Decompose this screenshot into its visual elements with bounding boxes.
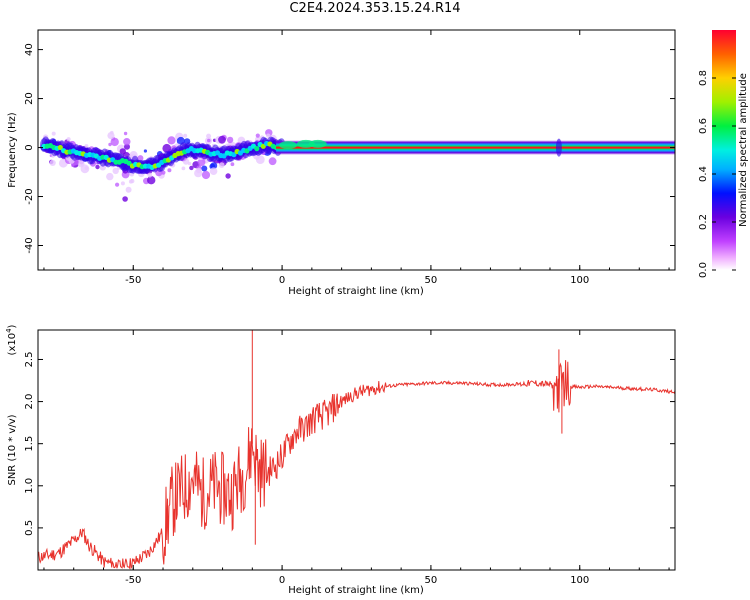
spectrogram-noise-blob: [115, 182, 120, 187]
spectrogram-noise-blob: [49, 159, 56, 166]
colorbar-tick-label: 0.6: [698, 118, 709, 134]
snr-scale-note: (x104): [5, 324, 18, 355]
spectrogram-band-core: [231, 152, 237, 158]
spectrogram-noise-blob: [167, 168, 172, 173]
y-tick-label: -40: [24, 237, 35, 253]
spectrogram-noise-blob: [268, 157, 277, 166]
spectrogram-bump: [308, 139, 327, 148]
y-tick-label: 40: [24, 43, 35, 56]
colorbar-label: Normalized spectral amplitude: [738, 73, 749, 227]
spectrogram-noise-blob: [95, 164, 100, 170]
spectrogram-noise-blob: [201, 165, 208, 172]
spectrogram-noise-blob: [167, 136, 176, 145]
spectrogram-noise-blob: [108, 142, 112, 147]
x-tick-label: 100: [570, 275, 589, 286]
spectrogram-noise-blob: [77, 160, 85, 168]
colorbar-tick-label: 0.0: [698, 262, 709, 278]
y-tick-label: 20: [24, 92, 35, 105]
spectrogram-noise-blob: [106, 172, 114, 181]
spectrogram-noise-blob: [147, 172, 153, 178]
y-tick-label: 0.5: [24, 520, 35, 536]
spectrogram-noise-blob: [218, 162, 225, 168]
y-tick-label: 2.0: [24, 394, 35, 410]
spectrogram-noise-blob: [117, 167, 120, 170]
spectrogram-noise-blob: [66, 137, 71, 142]
spectrogram-noise-blob: [143, 149, 147, 153]
spectrogram-band-core: [254, 146, 260, 152]
spectrogram-noise-blob: [230, 162, 235, 167]
spectrogram-noise-blob: [84, 166, 89, 171]
colorbar-tick-label: 0.2: [698, 214, 709, 230]
spectrogram-panel: -50 0 50 100 -40 -20 0 20 40 Height of straight …: [7, 29, 749, 297]
y-tick-label: 1.0: [24, 478, 35, 494]
x-tick-label: -50: [125, 575, 141, 586]
x-tick-label: 50: [425, 275, 438, 286]
colorbar: [712, 30, 736, 270]
spectrogram-spike: [555, 138, 562, 157]
snr-series-line: [38, 360, 675, 570]
spectrogram-x-axis-label: Height of straight line (km): [288, 286, 424, 297]
spectrogram-noise-blob: [201, 170, 211, 180]
colorbar-tick-label: 0.4: [698, 166, 709, 182]
spectrogram-noise-blob: [161, 170, 166, 175]
spectrogram-noise-blob: [147, 176, 156, 185]
spectrogram-noise-blob: [207, 138, 211, 143]
spectrogram-noise-blob: [84, 144, 89, 149]
spectrogram-noise-blob: [124, 143, 130, 150]
snr-y-axis-label: SNR (10 * v/v): [7, 414, 18, 485]
x-tick-label: -50: [125, 275, 141, 286]
snr-frame: [37, 329, 676, 571]
spectrogram-noise-blob: [218, 135, 226, 144]
spectrogram-noise-blob: [266, 133, 271, 138]
spectrogram-noise-blob: [110, 137, 119, 147]
spectrogram-noise-blob: [206, 133, 212, 139]
chart-title: C2E4.2024.353.15.24.R14: [289, 1, 461, 16]
x-tick-label: 100: [570, 575, 589, 586]
spectrogram-noise-blob: [196, 167, 202, 174]
spectrogram-noise-blob: [181, 166, 186, 171]
spectrogram-noise-blob: [123, 138, 131, 146]
y-tick-label: 0: [24, 144, 35, 150]
spectrogram-noise-blob: [209, 167, 218, 175]
spectrogram-y-axis-label: Frequency (Hz): [7, 112, 18, 188]
spectrogram-noise-blob: [123, 131, 128, 136]
spectrogram-noise-blob: [128, 179, 133, 184]
spectrogram-frame: [37, 29, 676, 271]
y-tick-label: 1.5: [24, 436, 35, 452]
spectrogram-noise-blob: [137, 155, 144, 162]
spectrogram-noise-blob: [255, 133, 260, 138]
y-tick-label: 2.5: [24, 352, 35, 368]
spectrogram-noise-blob: [197, 158, 206, 167]
spectrogram-band-core: [57, 144, 63, 151]
spectrogram-noise-blob: [225, 173, 231, 179]
x-tick-label: 50: [425, 575, 438, 586]
spectrogram-noise-blob: [162, 143, 172, 153]
spectrogram-noise-blob: [125, 186, 132, 193]
spectrogram-noise-blob: [226, 136, 234, 144]
x-tick-label: 0: [279, 575, 285, 586]
spectrogram-noise-blob: [120, 181, 125, 186]
spectrogram-noise-blob: [51, 131, 56, 136]
spectrogram-noise-blob: [107, 132, 115, 140]
y-tick-label: -20: [24, 188, 35, 204]
spectrogram-noise-blob: [119, 148, 127, 155]
spectrogram-noise-blob: [183, 133, 188, 138]
spectrogram-noise-blob: [187, 161, 192, 166]
spectrogram-noise-blob: [189, 165, 194, 171]
spectrogram-bump: [279, 141, 297, 150]
spectrogram-noise-blob: [122, 196, 128, 202]
x-tick-label: 0: [279, 275, 285, 286]
snr-x-axis-label: Height of straight line (km): [288, 585, 424, 596]
colorbar-tick-label: 0.8: [698, 70, 709, 86]
